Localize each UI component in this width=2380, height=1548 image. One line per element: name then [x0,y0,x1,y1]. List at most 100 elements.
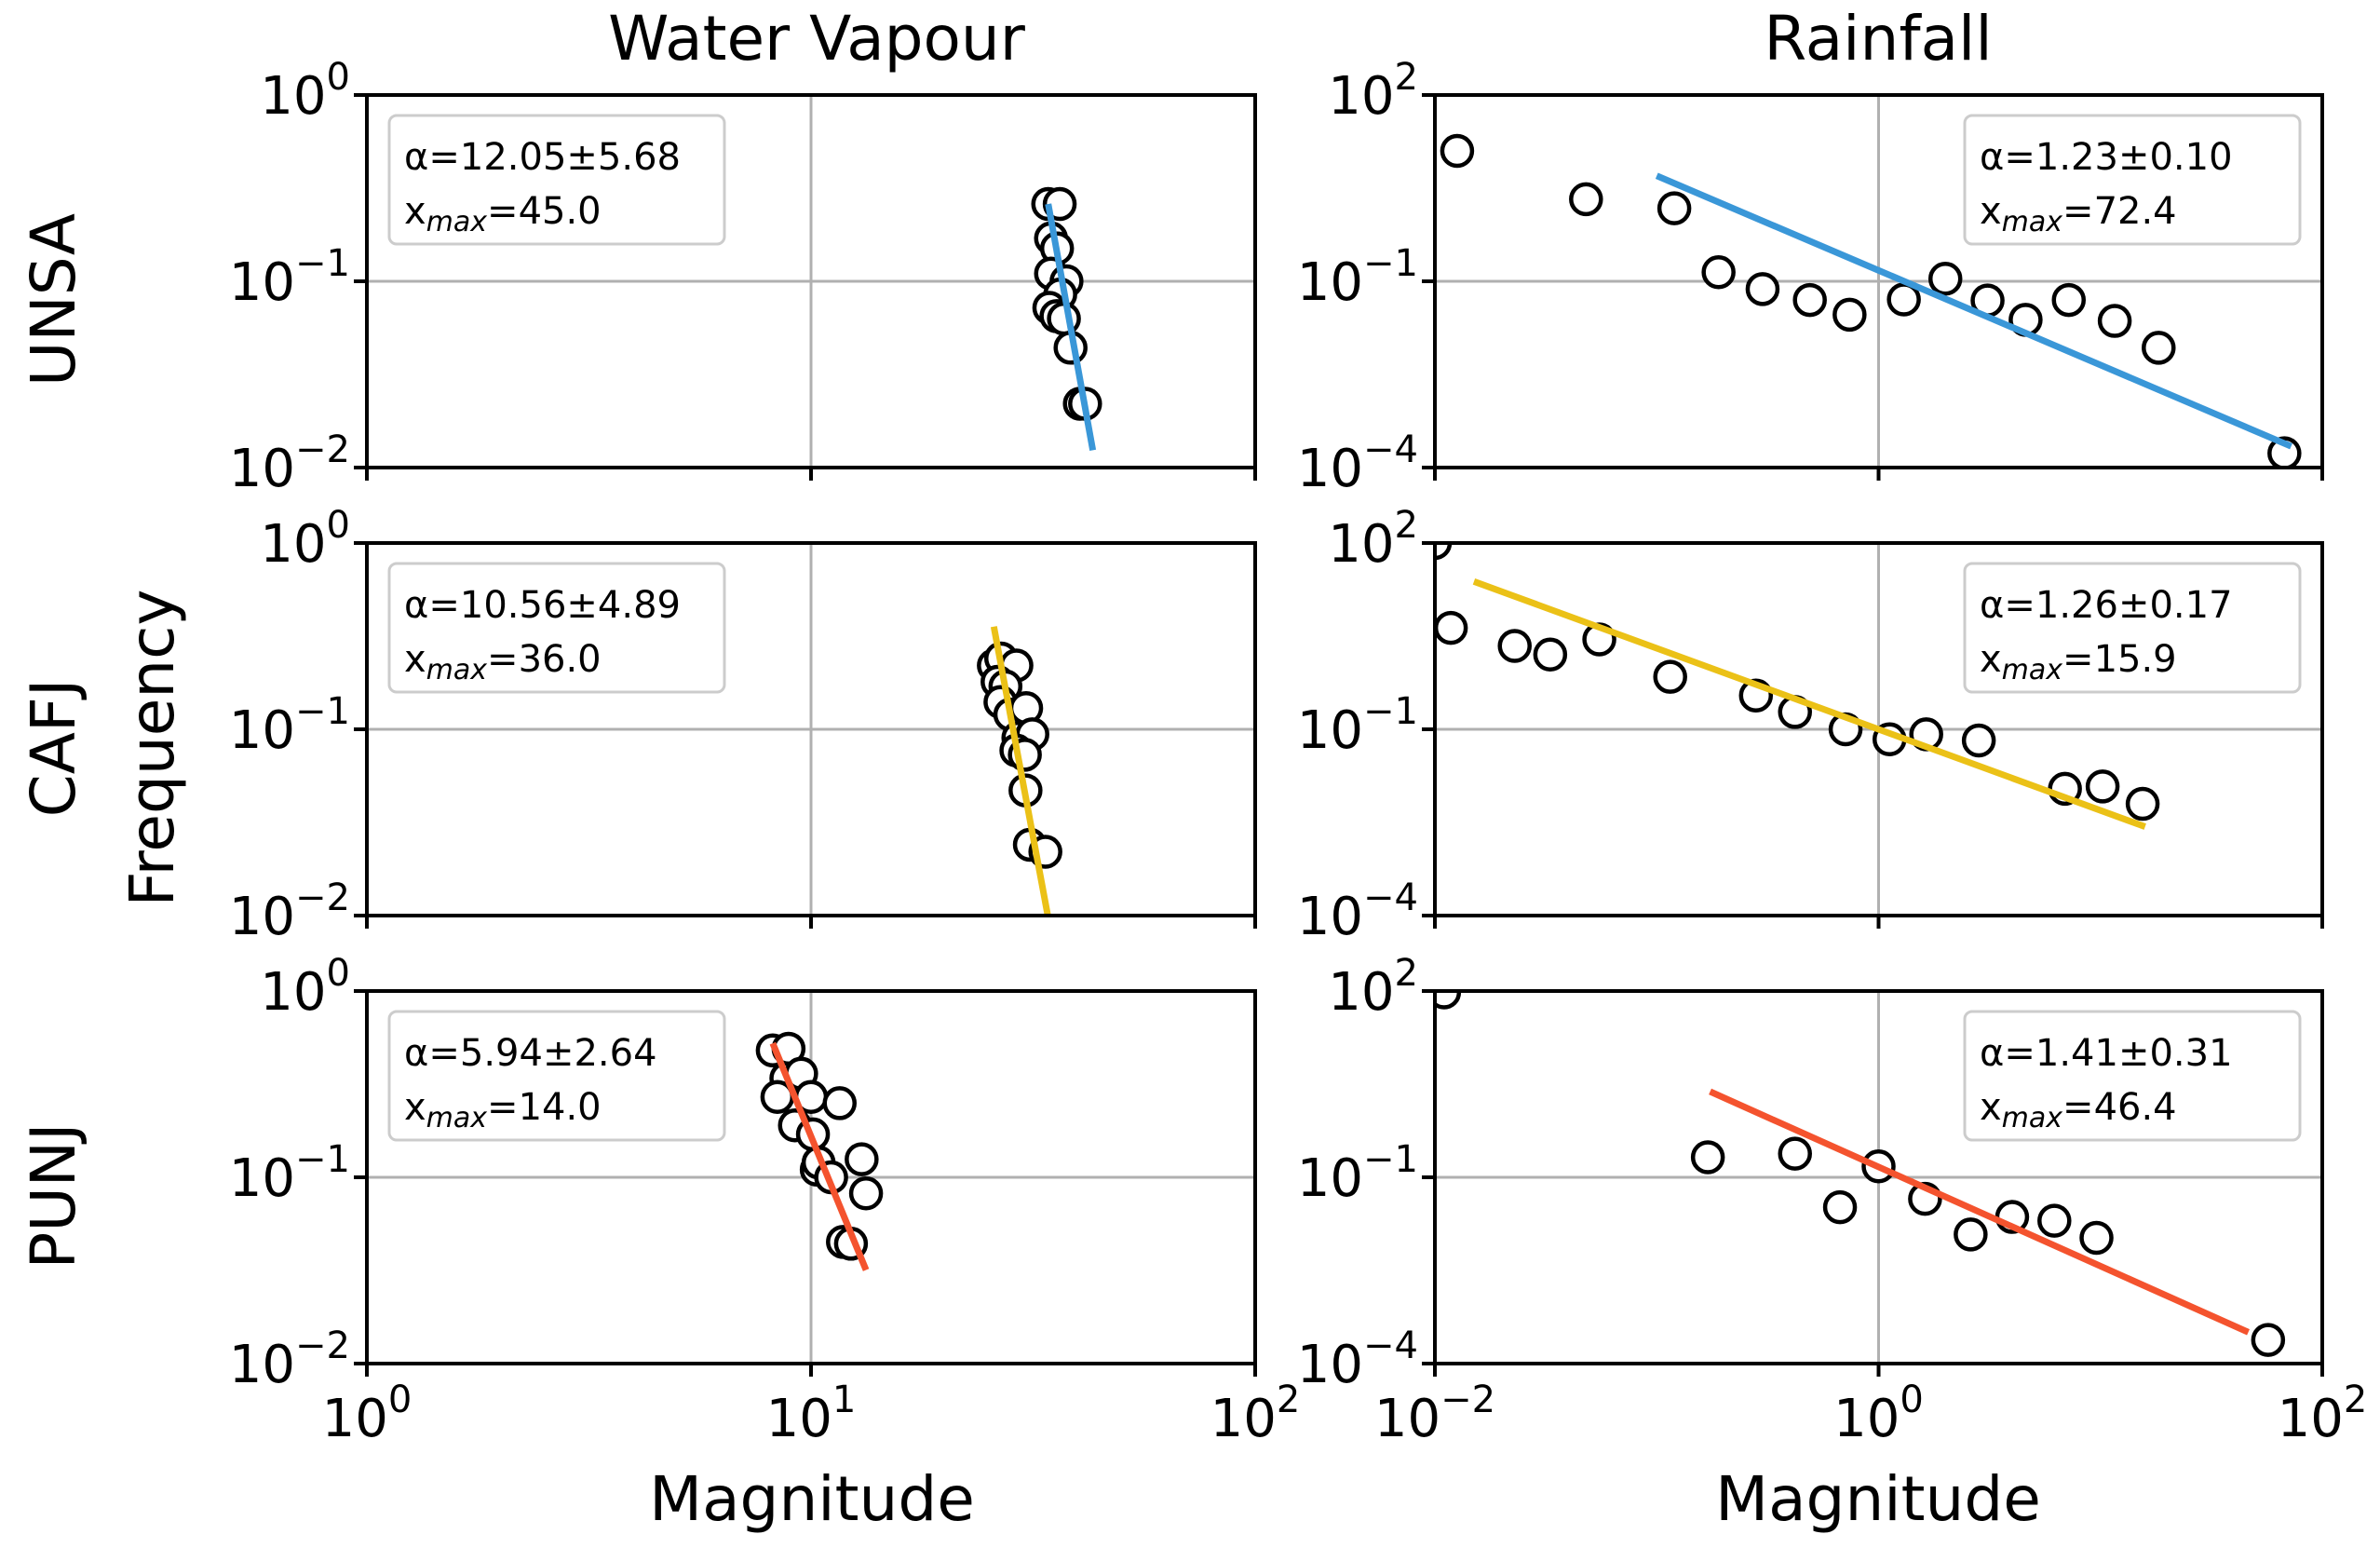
fit-line [1655,172,2292,450]
data-point [845,1142,879,1176]
data-point [2267,436,2302,468]
fit-line [769,1041,870,1271]
legend-box: α=1.41±0.31 xmax=46.4 [1963,1010,2302,1142]
legend-box: α=10.56±4.89 xmax=36.0 [387,562,726,694]
x-axis-label-water-vapour: Magnitude [649,1463,975,1535]
row-label-cafj: CAFJ [18,679,89,818]
data-point [2079,1220,2114,1256]
y-axis-label: Frequency [116,590,188,907]
y-tick-label: 10−4 [1297,876,1418,947]
xmax-label: xmax=46.4 [1980,1086,2177,1134]
y-tick-label: 10−4 [1297,428,1418,499]
column-title-rainfall: Rainfall [1764,3,1992,75]
data-point [1822,1189,1858,1225]
x-tick-label: 100 [1833,1378,1924,1449]
panel-cafj-rainfall: 102 10−1 10−4 α=1.26±0.17 xmax=15.9 [1297,504,2324,947]
y-tick-label: 10−2 [229,428,350,499]
data-point [2051,282,2087,318]
xmax-label: xmax=14.0 [404,1086,602,1134]
xmax-label: xmax=36.0 [404,638,602,686]
data-point [1653,659,1687,694]
y-tick-label: 102 [1328,504,1418,575]
data-point [1701,255,1736,290]
y-tick-label: 100 [260,952,350,1023]
panel-unsa-water-vapour: 100 10−1 10−2 α=12.05±5.68 xmax=45.0 [229,56,1257,499]
data-point [1435,543,1453,561]
data-point [1657,191,1692,225]
y-tick-label: 10−1 [1297,690,1418,761]
data-point [2142,331,2176,365]
data-point [2125,786,2160,822]
x-tick-label: 10−2 [1374,1378,1495,1449]
x-tick-label: 101 [766,1378,857,1449]
fit-line [1709,1088,2250,1336]
alpha-label: α=1.41±0.31 [1980,1032,2233,1075]
x-axis-label-rainfall: Magnitude [1715,1463,2041,1535]
data-point [1440,133,1475,169]
column-title-water-vapour: Water Vapour [608,3,1026,75]
legend-frame [1963,562,2302,694]
y-tick-label: 100 [260,56,350,127]
fit-line [990,626,1051,916]
x-tick-label: 100 [322,1378,412,1449]
plot-area [1440,133,2302,468]
legend-box: α=5.94±2.64 xmax=14.0 [387,1010,726,1142]
xmax-label: xmax=72.4 [1980,190,2177,238]
plot-area [1031,186,1102,451]
data-point [2251,1323,2286,1357]
data-point [2085,769,2120,804]
y-tick-label: 100 [260,504,350,575]
alpha-label: α=10.56±4.89 [404,584,681,627]
x-tick-label: 102 [1210,1378,1301,1449]
row-label-punj: PUNJ [18,1123,89,1270]
y-tick-label: 10−1 [229,242,350,313]
data-point [2097,304,2132,338]
xmax-label: xmax=45.0 [404,190,602,238]
y-tick-label: 10−1 [229,1138,350,1209]
y-tick-label: 10−1 [1297,242,1418,313]
plot-area [1435,991,2286,1357]
data-point [2037,1203,2072,1238]
legend-frame [1963,114,2302,246]
fit-line [1472,578,2146,830]
data-point [1778,1136,1812,1171]
data-point [1954,1217,1988,1252]
legend-frame [387,1010,726,1142]
alpha-label: α=12.05±5.68 [404,136,681,179]
data-point [1435,610,1468,645]
plot-area [1435,543,2160,830]
xmax-label: xmax=15.9 [1980,638,2177,686]
y-tick-label: 102 [1328,56,1418,127]
alpha-label: α=5.94±2.64 [404,1032,657,1075]
legend-box: α=12.05±5.68 xmax=45.0 [387,114,726,246]
panels: 10010−110−2α=12.05±5.68xmax=45.010210−11… [229,56,2368,1449]
data-point [848,1175,884,1211]
y-tick-label: 10−4 [1297,1324,1418,1395]
data-point [1497,629,1532,663]
fit-line [1045,203,1097,451]
y-tick-label: 10−2 [229,876,350,947]
panel-punj-rainfall: 102 10−1 10−410−2 100 102 α=1.41±0.31 xmax=46.… [1297,952,2368,1449]
alpha-label: α=1.26±0.17 [1980,584,2233,627]
data-point [1569,182,1603,217]
data-point [1690,1140,1725,1175]
y-tick-label: 10−1 [1297,1138,1418,1209]
plot-area [977,626,1062,916]
x-tick-label: 102 [2278,1378,2368,1449]
legend-box: α=1.23±0.10 xmax=72.4 [1963,114,2302,246]
legend-box: α=1.26±0.17 xmax=15.9 [1963,562,2302,694]
plot-area [755,1031,884,1271]
panel-unsa-rainfall: 102 10−1 10−4 α=1.23±0.10 xmax=72.4 [1297,56,2324,499]
y-tick-label: 102 [1328,952,1418,1023]
y-tick-label: 10−2 [229,1324,350,1395]
legend-frame [1963,1010,2302,1142]
data-point [1533,637,1568,672]
panel-cafj-water-vapour: 100 10−1 10−2 α=10.56±4.89 xmax=36.0 [229,504,1257,947]
data-point [1961,723,1996,758]
alpha-label: α=1.23±0.10 [1980,136,2233,179]
legend-frame [387,562,726,694]
legend-frame [387,114,726,246]
